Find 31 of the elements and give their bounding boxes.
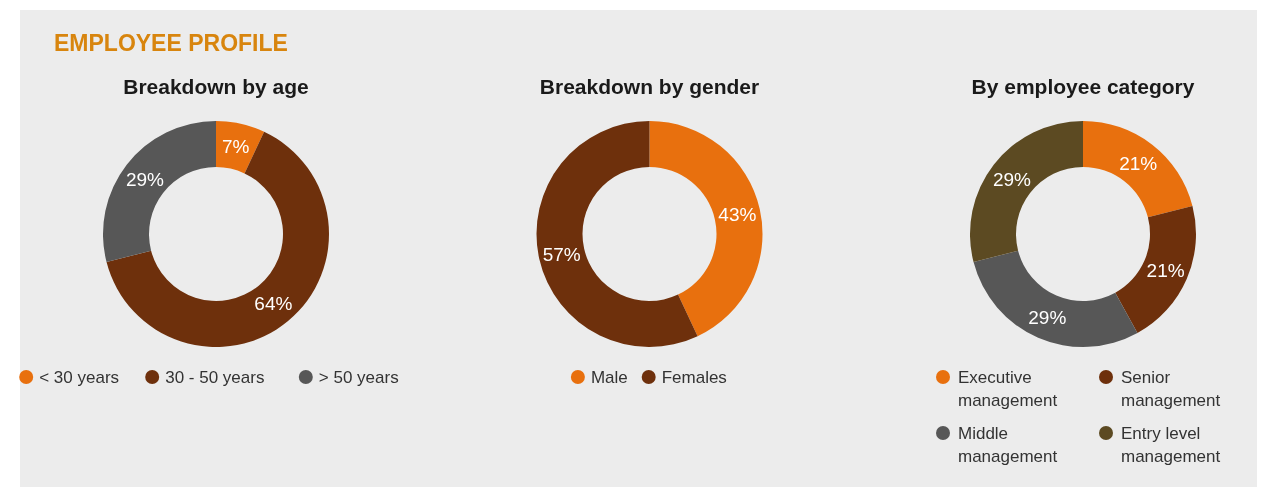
- legend-label: Senior management: [1121, 368, 1221, 410]
- donut-slice: [1083, 121, 1193, 218]
- chart-title: Breakdown by age: [123, 75, 309, 98]
- data-label: 29%: [992, 168, 1031, 190]
- chart-title: Breakdown by gender: [539, 75, 760, 98]
- donut-slice: [649, 121, 763, 337]
- data-label: 29%: [1028, 306, 1067, 328]
- legend-label: 30 - 50 years: [165, 368, 265, 387]
- donut-slice: [973, 250, 1138, 347]
- legend-label: < 30 years: [39, 368, 120, 387]
- legend-label: Executive management: [958, 368, 1058, 410]
- data-label: 43%: [718, 204, 757, 226]
- donut-slice: [106, 131, 329, 347]
- donut-slice: [103, 121, 216, 263]
- donut-slice: [536, 121, 698, 347]
- legend-label: Entry level management: [1121, 424, 1221, 466]
- legend-label: > 50 years: [318, 368, 399, 387]
- donut-slice: [1115, 205, 1196, 334]
- data-label: 64%: [254, 293, 293, 315]
- donut-slice: [216, 121, 265, 174]
- data-label: 21%: [1119, 152, 1158, 174]
- chart-title: By employee category: [971, 75, 1195, 98]
- text: EMPLOYEE PROFILE: [54, 30, 288, 56]
- legend-label: Females: [661, 368, 727, 387]
- data-label: 21%: [1146, 259, 1185, 281]
- donut-slice: [970, 121, 1083, 263]
- data-label: 7%: [221, 136, 250, 158]
- legend-label: Male: [590, 368, 628, 387]
- data-label: 57%: [542, 243, 581, 265]
- legend-label: Middle management: [958, 424, 1058, 466]
- data-label: 29%: [125, 168, 164, 190]
